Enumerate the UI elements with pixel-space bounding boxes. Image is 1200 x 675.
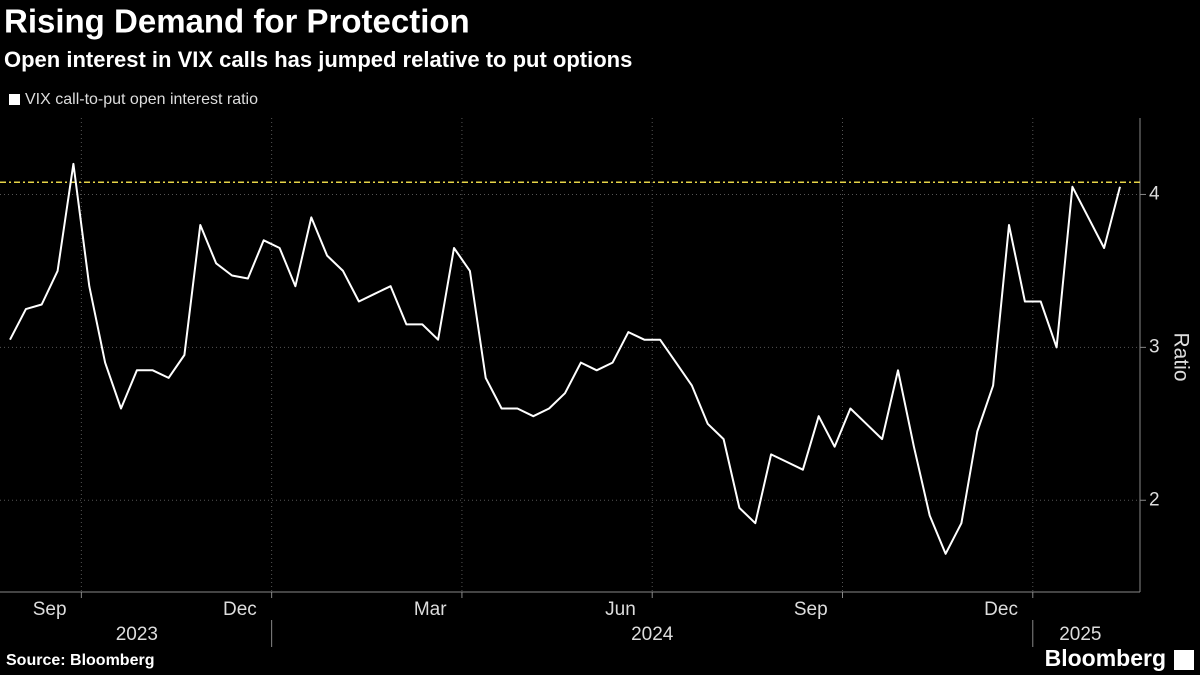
x-tick-label: Sep	[794, 599, 828, 620]
x-tick-label: Mar	[414, 599, 447, 620]
y-axis-title: Ratio	[1169, 332, 1192, 381]
year-label: 2025	[1059, 624, 1101, 645]
x-tick-label: Dec	[223, 599, 257, 620]
y-tick-label: 2	[1149, 489, 1160, 510]
chart-subtitle: Open interest in VIX calls has jumped re…	[4, 47, 632, 72]
y-tick-label: 4	[1149, 183, 1160, 204]
source: Source: Bloomberg	[6, 652, 154, 669]
legend-label: VIX call-to-put open interest ratio	[25, 91, 258, 108]
x-tick-label: Jun	[605, 599, 636, 620]
brand: Bloomberg	[1045, 645, 1166, 671]
brand-icon	[1174, 650, 1194, 670]
x-tick-label: Dec	[984, 599, 1018, 620]
data-line	[9, 162, 1121, 555]
year-label: 2024	[631, 624, 674, 645]
x-tick-label: Sep	[33, 599, 67, 620]
year-label: 2023	[116, 624, 158, 645]
y-tick-label: 3	[1149, 336, 1160, 357]
legend-swatch	[9, 94, 20, 105]
chart-title: Rising Demand for Protection	[4, 3, 470, 40]
